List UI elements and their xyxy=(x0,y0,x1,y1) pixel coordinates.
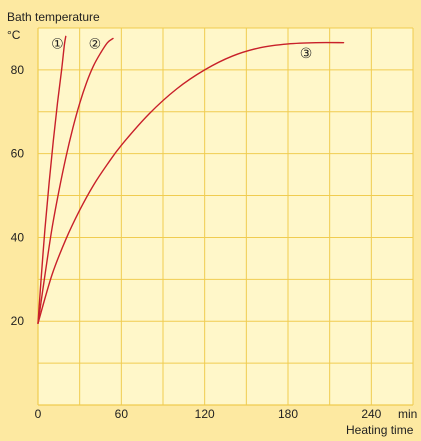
x-tick-label: 240 xyxy=(361,407,381,421)
curve-2 xyxy=(37,37,114,325)
curve-labels: ① ② ③ xyxy=(51,36,312,62)
curve-label-2: ② xyxy=(89,36,102,52)
x-tick-label: 60 xyxy=(115,407,129,421)
curve-3 xyxy=(37,41,345,325)
x-axis-title: Heating time xyxy=(346,423,414,437)
x-tick-label: 120 xyxy=(195,407,215,421)
y-axis-title: Bath temperature xyxy=(7,10,100,24)
vertical-gridlines xyxy=(79,28,414,405)
x-tick-label: 0 xyxy=(35,407,42,421)
y-axis-unit: °C xyxy=(7,28,21,42)
x-axis-unit: min xyxy=(398,407,417,421)
x-tick-labels: 0 60 120 180 240 xyxy=(35,407,382,421)
curves xyxy=(37,35,345,325)
x-tick-label: 180 xyxy=(278,407,298,421)
y-tick-label: 80 xyxy=(11,63,25,77)
curve-1 xyxy=(37,35,67,325)
plot-area xyxy=(38,28,413,405)
curve-label-1: ① xyxy=(51,36,64,52)
y-tick-label: 20 xyxy=(11,314,25,328)
y-tick-label: 40 xyxy=(11,230,25,244)
y-tick-label: 60 xyxy=(11,147,25,161)
curve-label-3: ③ xyxy=(300,46,313,62)
horizontal-gridlines xyxy=(38,27,413,364)
y-tick-labels: 20 40 60 80 xyxy=(11,63,25,328)
